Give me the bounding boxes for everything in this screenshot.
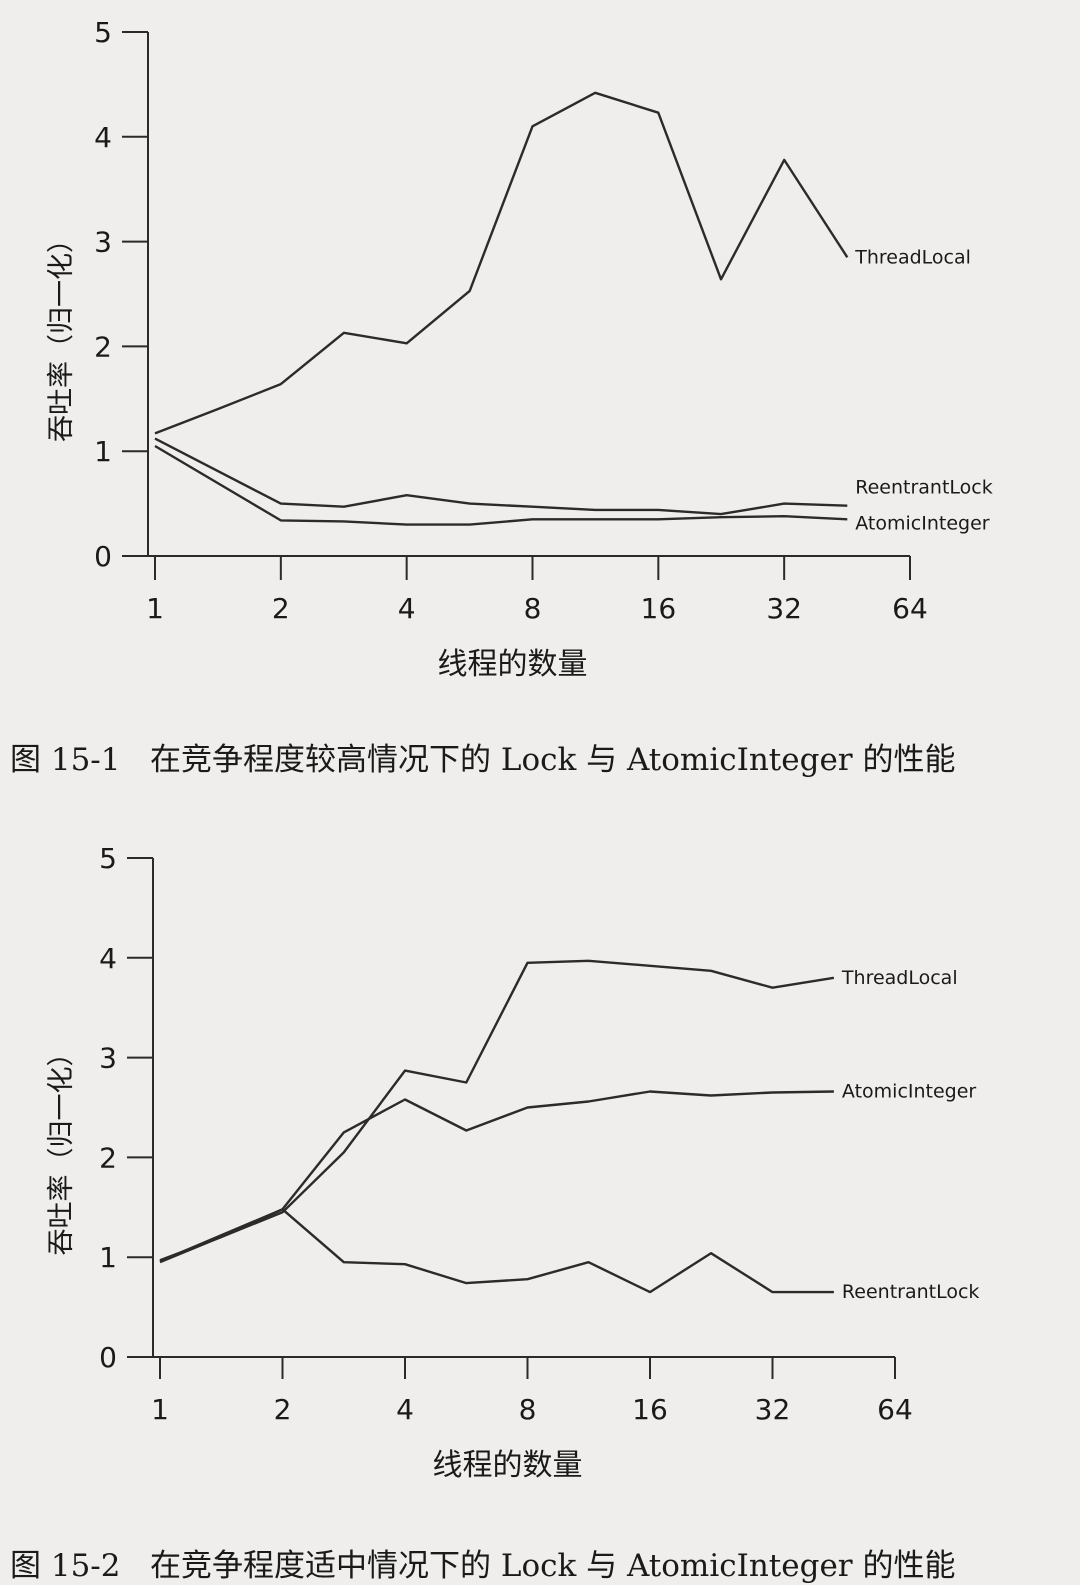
- figure-caption-15-1: 图 15-1 在竞争程度较高情况下的 Lock 与 AtomicInteger 的…: [10, 734, 955, 779]
- x-tick-label: 32: [766, 592, 802, 625]
- y-tick-label: 4: [99, 942, 117, 975]
- y-tick-label: 3: [94, 226, 112, 259]
- y-tick-label: 1: [94, 435, 112, 468]
- x-axis-title: 线程的数量: [433, 1448, 583, 1483]
- series-line-threadlocal: [154, 91, 849, 435]
- y-tick-label: 2: [99, 1141, 117, 1174]
- y-tick-label: 4: [94, 121, 112, 154]
- x-tick-label: 16: [632, 1393, 668, 1426]
- y-tick-label: 0: [99, 1341, 117, 1374]
- series-line-reentrantlock: [154, 437, 848, 516]
- x-tick-label: 1: [146, 592, 164, 625]
- y-axis-title: 吞吐率（归一化）: [46, 1040, 77, 1256]
- series-line-atomicinteger: [159, 1090, 834, 1264]
- series-label-threadlocal: ThreadLocal: [854, 246, 971, 268]
- y-tick-label: 1: [99, 1241, 117, 1274]
- figure-caption-text: 在竞争程度适中情况下的 Lock 与 AtomicInteger 的性能: [150, 1548, 956, 1584]
- x-axis-title: 线程的数量: [438, 647, 588, 682]
- y-tick-label: 5: [94, 16, 112, 49]
- series-label-atomicinteger: AtomicInteger: [855, 512, 990, 534]
- x-tick-label: 8: [519, 1393, 537, 1426]
- y-tick-label: 2: [94, 330, 112, 363]
- chart-figure-15-1: 0 1 2 3 4 5 1 2 4 8 16 32 64 线程的数量 吞吐率（归一化） ThreadLocal…: [46, 16, 993, 682]
- y-tick-label: 5: [99, 842, 117, 875]
- figure-number: 图 15-2: [10, 1548, 121, 1584]
- series-label-reentrantlock: ReentrantLock: [842, 1281, 980, 1303]
- series-line-reentrantlock: [159, 1208, 834, 1294]
- x-tick-label: 64: [892, 592, 928, 625]
- x-tick-label: 32: [755, 1393, 791, 1426]
- y-tick-label: 3: [99, 1042, 117, 1075]
- x-tick-label: 4: [396, 1393, 414, 1426]
- series-line-atomicinteger: [154, 444, 848, 526]
- series-label-reentrantlock: ReentrantLock: [855, 477, 993, 499]
- figure-caption-15-2: 图 15-2 在竞争程度适中情况下的 Lock 与 AtomicInteger 的…: [10, 1540, 955, 1585]
- series-label-threadlocal: ThreadLocal: [841, 967, 958, 989]
- x-tick-label: 1: [151, 1393, 169, 1426]
- x-tick-label: 4: [398, 592, 416, 625]
- x-tick-label: 64: [877, 1393, 913, 1426]
- figure-caption-text: 在竞争程度较高情况下的 Lock 与 AtomicInteger 的性能: [150, 742, 956, 778]
- x-tick-label: 2: [272, 592, 290, 625]
- figure-number: 图 15-1: [10, 742, 121, 778]
- y-axis-title: 吞吐率（归一化）: [46, 226, 77, 442]
- x-tick-label: 8: [524, 592, 542, 625]
- series-line-threadlocal: [159, 959, 835, 1262]
- y-tick-label: 0: [94, 540, 112, 573]
- x-tick-label: 2: [274, 1393, 292, 1426]
- chart-figure-15-2: 0 1 2 3 4 5 1 2 4 8 16 32 64 线程的数量 吞吐率（归一化） ThreadLocal…: [46, 842, 980, 1483]
- series-label-atomicinteger: AtomicInteger: [842, 1081, 977, 1103]
- x-tick-label: 16: [641, 592, 677, 625]
